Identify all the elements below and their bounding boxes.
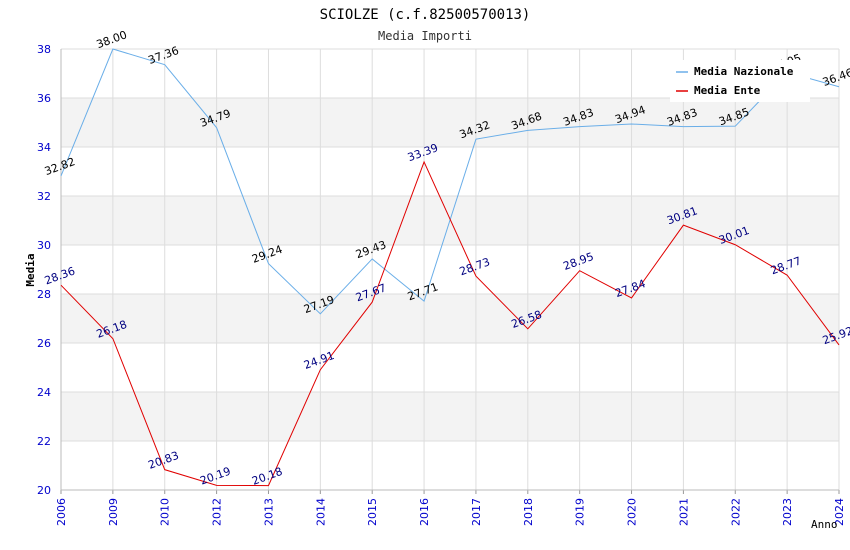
y-tick-label: 24 bbox=[37, 386, 51, 399]
x-tick-label: 2018 bbox=[522, 498, 535, 526]
legend-label-media-ente: Media Ente bbox=[694, 84, 761, 97]
grid-band bbox=[61, 392, 839, 441]
gridlines bbox=[60, 48, 840, 491]
chart-subtitle: Media Importi bbox=[378, 29, 472, 43]
data-label: 28.73 bbox=[458, 255, 492, 278]
x-tick-label: 2017 bbox=[470, 498, 483, 526]
x-tick-label: 2020 bbox=[626, 498, 639, 526]
data-label: 28.36 bbox=[43, 264, 77, 287]
x-axis-title: Anno bbox=[811, 518, 838, 531]
y-axis-ticks: 20 22 24 26 28 30 32 34 36 38 bbox=[37, 43, 51, 497]
data-label: 37.36 bbox=[147, 44, 181, 67]
chart-title: SCIOLZE (c.f.82500570013) bbox=[320, 7, 531, 23]
x-tick-label: 2012 bbox=[211, 498, 224, 526]
y-tick-label: 28 bbox=[37, 288, 51, 301]
x-tick-label: 2021 bbox=[677, 498, 690, 526]
data-label: 20.19 bbox=[198, 465, 232, 488]
series-line-media-ente bbox=[60, 160, 840, 487]
x-axis-ticks: 2006 2009 2010 2012 2013 2014 2015 2016 2017 2018… bbox=[55, 498, 846, 526]
data-label: 20.18 bbox=[250, 465, 284, 488]
y-tick-label: 22 bbox=[37, 435, 51, 448]
y-axis-title: Media bbox=[24, 253, 37, 286]
x-tick-label: 2013 bbox=[262, 498, 275, 526]
x-tick-label: 2015 bbox=[366, 498, 379, 526]
x-tick-label: 2022 bbox=[729, 498, 742, 526]
x-tick-label: 2024 bbox=[833, 498, 846, 526]
data-label: 24.91 bbox=[302, 349, 336, 372]
x-tick-label: 2014 bbox=[314, 498, 327, 526]
axes bbox=[60, 49, 840, 494]
legend-background bbox=[670, 60, 810, 102]
x-tick-label: 2009 bbox=[107, 498, 120, 526]
data-label: 38.00 bbox=[95, 28, 129, 51]
y-tick-label: 30 bbox=[37, 239, 51, 252]
data-label: 20.83 bbox=[147, 449, 181, 472]
x-tick-label: 2016 bbox=[418, 498, 431, 526]
y-tick-label: 34 bbox=[37, 141, 51, 154]
x-tick-label: 2010 bbox=[159, 498, 172, 526]
y-tick-label: 32 bbox=[37, 190, 51, 203]
y-tick-label: 38 bbox=[37, 43, 51, 56]
legend: Media Nazionale Media Ente bbox=[670, 60, 810, 102]
background-bands bbox=[61, 98, 839, 441]
series-lines bbox=[60, 48, 840, 487]
data-label: 29.24 bbox=[250, 243, 284, 266]
x-tick-label: 2006 bbox=[55, 498, 68, 526]
data-label: 28.95 bbox=[561, 250, 595, 273]
x-tick-label: 2019 bbox=[574, 498, 587, 526]
y-tick-label: 20 bbox=[37, 484, 51, 497]
legend-label-media-nazionale: Media Nazionale bbox=[694, 65, 794, 78]
grid-band bbox=[61, 294, 839, 343]
grid-band bbox=[61, 98, 839, 147]
data-label: 32.82 bbox=[43, 155, 77, 178]
x-tick-label: 2023 bbox=[781, 498, 794, 526]
y-tick-label: 26 bbox=[37, 337, 51, 350]
y-tick-label: 36 bbox=[37, 92, 51, 105]
